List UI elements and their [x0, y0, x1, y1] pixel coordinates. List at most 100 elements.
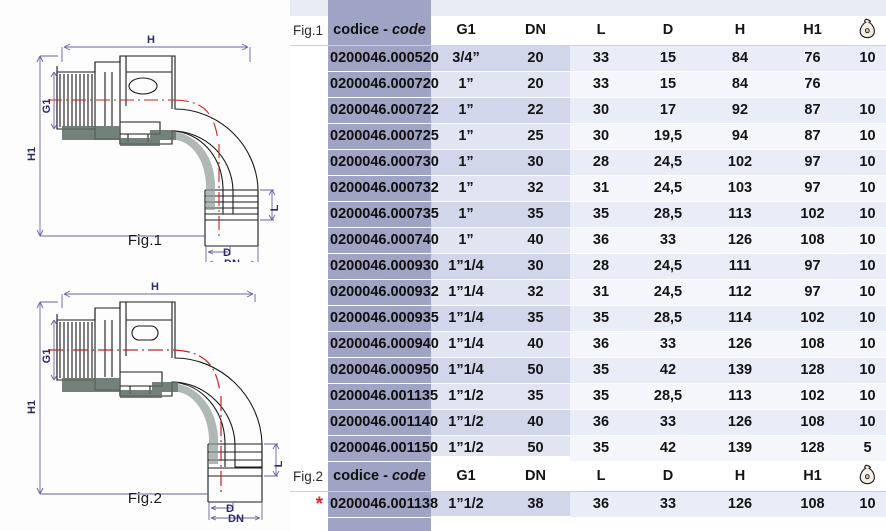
header-code-suffix: code	[391, 22, 426, 39]
cell-l: 36	[570, 227, 632, 254]
table-row: 0200046.000940 1”1/4 40 36 33 126 108 10	[290, 331, 886, 358]
cell-g1: 1”	[431, 123, 501, 150]
table-row: 0200046.000725 1” 25 30 19,5 94 87 10	[290, 123, 886, 150]
row-marker	[290, 409, 328, 436]
cell-package-quantity	[849, 71, 886, 98]
header2-h: H	[704, 462, 776, 492]
cell-l: 31	[570, 175, 632, 202]
cell-code: 0200046.000935	[328, 305, 439, 332]
cell-package-quantity: 10	[849, 305, 886, 332]
row-marker	[290, 435, 328, 462]
cell-l: 30	[570, 97, 632, 124]
header-l: L	[570, 16, 632, 46]
cell-dn: 30	[501, 253, 570, 280]
cell-g1: 1”	[431, 71, 501, 98]
row-marker	[290, 97, 328, 124]
table2-body: * 0200046.001138 1”1/2 38 36 33 126 108 10	[290, 491, 886, 518]
cell-d: 15	[632, 45, 704, 72]
header2-l: L	[570, 462, 632, 492]
header2-code-prefix: codice -	[333, 468, 392, 485]
cell-h: 84	[704, 71, 776, 98]
fig2-label-D: D	[226, 503, 234, 515]
header-package-quantity	[849, 16, 886, 46]
cell-h: 126	[704, 227, 776, 254]
cell-h: 102	[704, 149, 776, 176]
cell-dn: 35	[501, 383, 570, 410]
spec-table-fig1: Fig.1 codice - code G1 DN L D H H1	[290, 16, 886, 488]
cell-d: 42	[632, 435, 704, 462]
table-row: 0200046.000935 1”1/4 35 35 28,5 114 102 10	[290, 305, 886, 332]
header2-fig-label: Fig.2	[290, 462, 328, 492]
cell-code: 0200046.001140	[328, 409, 438, 436]
cell-h1: 128	[776, 357, 849, 384]
row-marker	[290, 279, 328, 306]
cell-l: 35	[570, 383, 632, 410]
cell-l: 36	[570, 331, 632, 358]
cell-code: 0200046.000732	[328, 175, 439, 202]
cell-d: 33	[632, 227, 704, 254]
fig2-label-H: H	[151, 281, 159, 293]
cell-d: 24,5	[632, 279, 704, 306]
cell-package-quantity: 10	[849, 123, 886, 150]
header-fig-label: Fig.1	[290, 16, 328, 46]
cell-code: 0200046.000740	[328, 227, 439, 254]
fig2-caption: Fig.2	[127, 490, 163, 507]
fig2-label-H1: H1	[26, 400, 38, 414]
cell-d: 33	[632, 331, 704, 358]
cell-l: 35	[570, 435, 632, 462]
cell-g1: 1”1/2	[431, 383, 501, 410]
fig2-label-DN: DN	[228, 513, 244, 522]
top-band	[290, 0, 886, 16]
cell-h1: 97	[776, 279, 849, 306]
cell-l: 36	[570, 409, 632, 436]
cell-package-quantity: 10	[849, 409, 886, 436]
cell-d: 24,5	[632, 175, 704, 202]
row-marker	[290, 45, 328, 72]
cell-code: 0200046.000950	[328, 357, 439, 384]
cell-l: 33	[570, 45, 632, 72]
cell-package-quantity: 10	[849, 253, 886, 280]
cell-dn: 40	[501, 331, 570, 358]
cell-h1: 128	[776, 435, 849, 462]
cell-l: 36	[570, 491, 632, 518]
fig1-label-H1: H1	[26, 147, 38, 161]
row-marker	[290, 149, 328, 176]
header-d: D	[632, 16, 704, 46]
cell-dn: 50	[501, 357, 570, 384]
cell-g1: 1”1/2	[431, 435, 501, 462]
cell-d: 17	[632, 97, 704, 124]
fig2-label-L: L	[273, 460, 285, 467]
cell-d: 24,5	[632, 149, 704, 176]
table-header-row: Fig.1 codice - code G1 DN L D H H1	[290, 16, 886, 46]
cell-dn: 40	[501, 227, 570, 254]
cell-h: 103	[704, 175, 776, 202]
fig1-label-H: H	[147, 34, 155, 46]
cell-package-quantity: 10	[849, 383, 886, 410]
table-row: 0200046.001140 1”1/2 40 36 33 126 108 10	[290, 409, 886, 436]
cell-d: 33	[632, 491, 704, 518]
cell-l: 33	[570, 71, 632, 98]
table-row: 0200046.000732 1” 32 31 24,5 103 97 10	[290, 175, 886, 202]
row-marker	[290, 383, 328, 410]
table-row: 0200046.000932 1”1/4 32 31 24,5 112 97 10	[290, 279, 886, 306]
cell-d: 42	[632, 357, 704, 384]
fig1-caption: Fig.1	[127, 232, 163, 249]
cell-d: 28,5	[632, 383, 704, 410]
figure-fig2: H D DN H1 G1 L Fig.2	[0, 262, 290, 522]
cell-dn: 32	[501, 279, 570, 306]
cell-dn: 38	[501, 491, 570, 518]
cell-g1: 1”1/2	[431, 491, 501, 518]
row-marker	[290, 305, 328, 332]
fig1-label-D: D	[223, 247, 231, 259]
table-row: 0200046.000740 1” 40 36 33 126 108 10	[290, 227, 886, 254]
asterisk-marker: *	[315, 493, 323, 515]
cell-l: 35	[570, 201, 632, 228]
header2-package-quantity	[849, 462, 886, 492]
spec-table-fig2: Fig.2 codice - code G1 DN L D H H1	[290, 462, 886, 518]
cell-h1: 76	[776, 71, 849, 98]
cell-g1: 1”	[431, 97, 501, 124]
cell-h1: 102	[776, 201, 849, 228]
fig1-label-DN: DN	[224, 258, 240, 262]
cell-h: 94	[704, 123, 776, 150]
